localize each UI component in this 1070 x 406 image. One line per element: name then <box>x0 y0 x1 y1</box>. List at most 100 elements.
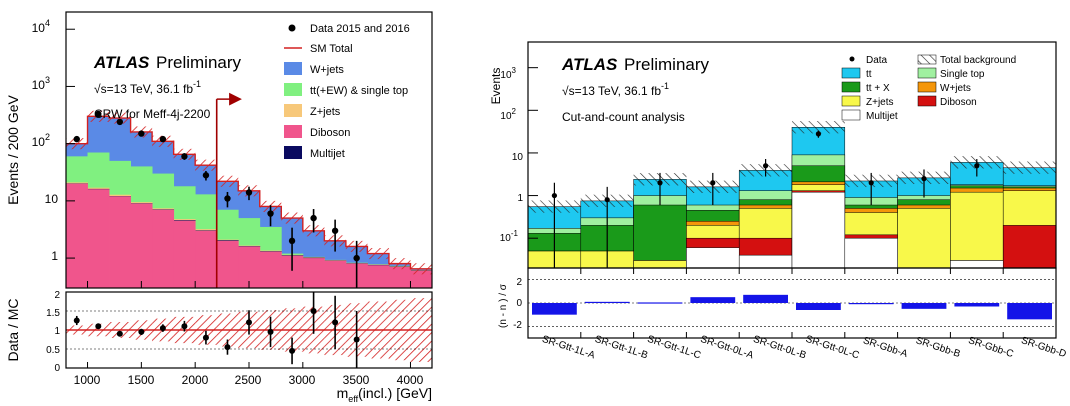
left-ratio-y-tick-labels: 0 0.5 1 1.5 2 <box>46 290 60 374</box>
right-ytick-1: 1 <box>517 193 523 204</box>
data-point-6 <box>202 172 210 179</box>
data-point-9 <box>267 210 274 217</box>
right-ytick-2: 10 <box>512 152 524 163</box>
ratio-point-6 <box>202 334 209 341</box>
rdata-point-6 <box>868 180 874 186</box>
right-atlas-label: ATLAS <box>561 55 618 74</box>
rbar-multijet-6 <box>844 237 898 269</box>
legend-label-r-wjets: W+jets <box>940 83 971 94</box>
data-point-5 <box>181 153 188 160</box>
bar-diboson-5 <box>173 220 196 288</box>
ratio-point-5 <box>181 323 188 330</box>
bar-diboson-14 <box>367 265 390 288</box>
bin-label-9: SR-Gbb-D <box>1020 335 1068 360</box>
bar-diboson-8 <box>238 246 261 288</box>
bar-diboson-9 <box>259 251 282 288</box>
ratio-point-1 <box>95 323 102 330</box>
right-energy-label: √s=13 TeV, 36.1 fb-1 <box>562 81 669 98</box>
rbar-multijet-4 <box>738 254 793 269</box>
bar-diboson-0 <box>66 183 88 288</box>
ratio-point-12 <box>332 319 339 326</box>
bin-label-8: SR-Gbb-C <box>967 335 1015 360</box>
bar-multijet-5 <box>173 220 196 222</box>
left-atlas-label: ATLAS <box>93 53 150 72</box>
data-point-0 <box>73 135 80 143</box>
pull-bar-1 <box>584 301 630 304</box>
right-preliminary-label: Preliminary <box>624 55 710 74</box>
ratio-point-11 <box>310 308 317 314</box>
right-pull-ytick-0: -2 <box>513 320 522 331</box>
left-y-tick-labels: 1 10 102 103 104 <box>32 18 59 263</box>
legend-swatch-r-ttbar <box>841 67 861 79</box>
right-ytick-3: 102 <box>500 107 516 122</box>
data-point-2 <box>116 118 124 126</box>
legend-swatch-r-zjets <box>841 95 861 107</box>
bar-diboson-12 <box>324 260 347 288</box>
data-point-11 <box>310 214 317 222</box>
left-xtick-1: 1500 <box>128 373 155 387</box>
rbar-z-jets-7 <box>897 208 951 269</box>
ratio-point-7 <box>224 344 231 351</box>
bar-diboson-7 <box>216 240 239 288</box>
bar-multijet-7 <box>216 240 239 242</box>
bar-diboson-15 <box>388 266 411 288</box>
ratio-point-2 <box>116 330 123 337</box>
bar-diboson-10 <box>281 255 304 288</box>
right-pull-ytick-1: 0 <box>516 298 522 309</box>
ratio-point-8 <box>246 319 252 326</box>
bar-diboson-16 <box>410 270 433 288</box>
pull-bar-4 <box>743 294 788 303</box>
rdata-point-7 <box>921 176 927 182</box>
legend-label-multijet: Multijet <box>310 148 345 160</box>
legend-swatch-r-multijet <box>841 109 861 121</box>
legend-label-data: Data 2015 and 2016 <box>310 23 410 35</box>
left-y-axis-label: Events / 200 GeV <box>5 94 21 204</box>
legend-swatch-r-diboson <box>917 95 937 107</box>
left-ytick-0: 1 <box>51 249 58 263</box>
pull-bar-9 <box>1007 303 1052 320</box>
legend-marker-data <box>288 24 296 32</box>
legend-label-zjets: Z+jets <box>310 106 341 118</box>
left-ytick-1: 10 <box>45 192 59 206</box>
legend-label-r-total: Total background <box>940 55 1016 66</box>
legend-label-diboson: Diboson <box>310 127 350 139</box>
bin-label-6: SR-Gbb-A <box>862 335 910 360</box>
right-legend: Data Total background tt Single top tt +… <box>841 54 1016 122</box>
right-pull-y-axis-label: (n - n ) / σ <box>498 283 509 328</box>
left-ratio-ytick-0: 0 <box>54 363 60 374</box>
rdata-point-8 <box>974 163 980 169</box>
right-main-plot <box>527 67 1057 269</box>
data-point-12 <box>331 227 339 234</box>
legend-swatch-ttbar <box>284 83 302 96</box>
left-xtick-5: 3500 <box>343 373 370 387</box>
left-energy-label: √s=13 TeV, 36.1 fb-1 <box>94 79 201 96</box>
left-ytick-4: 104 <box>32 18 50 35</box>
data-point-10 <box>288 237 296 245</box>
rbar-z-jets-2 <box>633 260 687 269</box>
rdata-point-3 <box>710 180 716 186</box>
legend-marker-r-data <box>849 56 855 62</box>
left-ytick-3: 103 <box>32 75 50 92</box>
rtotal-band-9 <box>1003 161 1056 174</box>
rdata-point-1 <box>604 197 610 203</box>
bar-diboson-4 <box>152 209 175 288</box>
pull-bar-2 <box>637 302 683 304</box>
data-point-7 <box>224 195 231 202</box>
left-ratio-frame <box>65 291 433 369</box>
legend-swatch-diboson <box>284 125 302 138</box>
data-point-13 <box>353 254 360 262</box>
right-pull-y-tick-labels: -2 0 2 <box>513 277 522 331</box>
ratio-point-13 <box>353 336 360 343</box>
left-preliminary-label: Preliminary <box>156 53 242 72</box>
rbar-z-jets-8 <box>950 191 1004 269</box>
legend-swatch-r-single <box>917 67 937 79</box>
bar-diboson-6 <box>195 230 218 288</box>
left-xtick-2: 2000 <box>182 373 209 387</box>
pull-bar-3 <box>690 297 736 303</box>
pull-bar-5 <box>796 303 841 310</box>
legend-label-r-data: Data <box>866 55 888 66</box>
right-y-tick-labels: 10-1 1 10 102 103 <box>500 66 524 244</box>
legend-swatch-zjets <box>284 104 302 117</box>
data-point-3 <box>138 130 145 137</box>
